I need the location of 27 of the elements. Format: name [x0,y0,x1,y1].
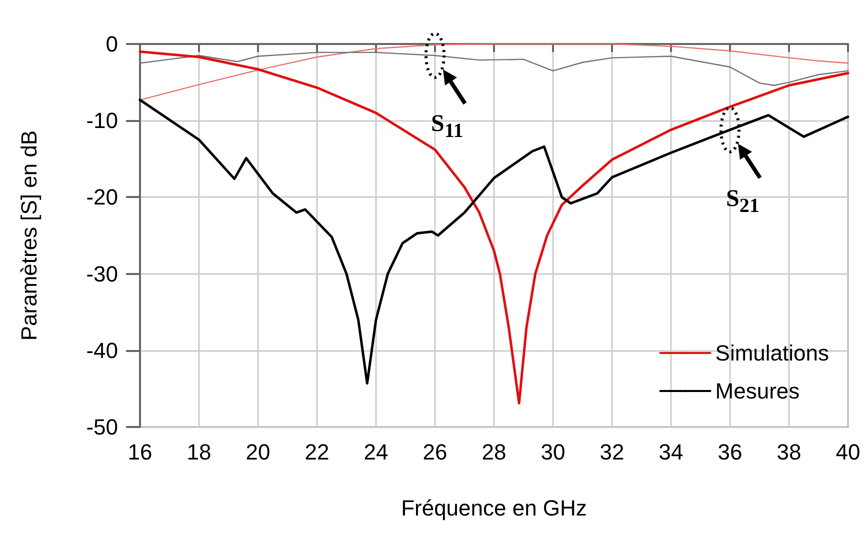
x-tick-label: 38 [776,440,802,464]
x-tick-label: 40 [836,440,860,464]
annotation: S$_{11}$ [431,111,464,144]
x-tick-label: 20 [246,440,270,464]
y-tick-label: -50 [86,414,118,440]
x-tick-label: 16 [128,440,152,464]
x-tick-label: 36 [718,440,742,464]
x-tick-label: 34 [658,440,684,464]
x-axis-title: Fréquence en GHz [401,496,587,520]
line-series [138,50,850,405]
x-tick-label: 28 [482,440,506,464]
x-tick-label: 30 [540,440,566,464]
y-axis-title: Paramètres [S] en dB [16,130,42,341]
x-tick-label: 18 [186,440,212,464]
y-tick-label: -20 [86,184,118,210]
legend-label: Simulations [715,340,829,366]
x-tick-label: 32 [600,440,624,464]
annotation: S$_{21}$ [726,186,760,218]
legend-label: Mesures [715,378,800,404]
y-tick-label: -40 [86,338,118,363]
y-tick-label: -30 [86,261,118,286]
y-tick-label: -10 [86,108,118,134]
x-tick-label: 26 [422,440,448,464]
y-tick-label: 0 [106,32,118,56]
x-tick-label: 24 [364,440,388,464]
x-tick-label: 22 [304,440,330,464]
line-series [138,98,850,385]
